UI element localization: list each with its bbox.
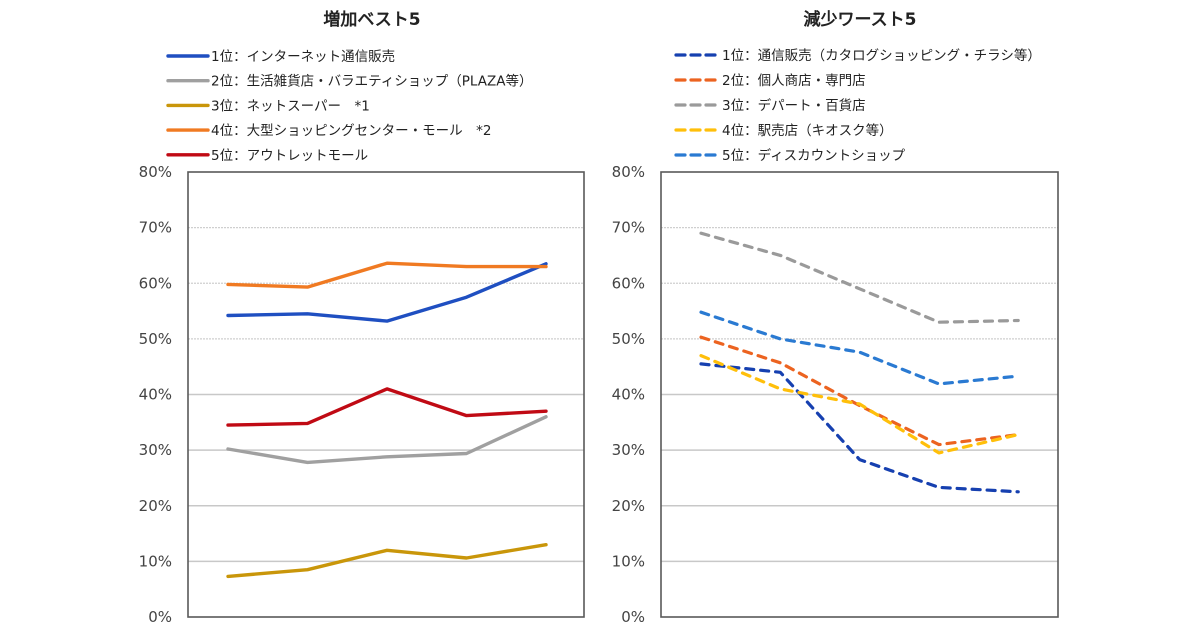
y-tick-label: 30%: [139, 441, 172, 459]
legend-label: 1位：通信販売（カタログショッピング・チラシ等）: [722, 47, 1041, 64]
plot-area-border: [660, 171, 1059, 618]
y-tick-label: 50%: [612, 330, 645, 348]
legend-label: 1位：インターネット通信販売: [211, 49, 395, 65]
y-tick-label: 10%: [612, 552, 645, 570]
series-line-3: [699, 231, 1020, 324]
y-tick-label: 40%: [139, 386, 172, 404]
chart-title: 増加ベスト5: [323, 9, 420, 30]
y-tick-label: 40%: [612, 386, 645, 404]
series-line-4: [226, 261, 548, 289]
y-tick-label: 60%: [139, 274, 172, 292]
series-line-5: [226, 387, 548, 427]
y-tick-label: 50%: [139, 330, 172, 348]
chart-2: 減少ワースト5 0% 10% 20% 30% 40% 50% 60% 70% 80% 1位：通信販売…: [612, 9, 1059, 626]
y-tick-label: 0%: [621, 608, 645, 626]
series-line-3: [226, 543, 548, 579]
y-tick-label: 70%: [612, 219, 645, 237]
series-line-2: [226, 415, 548, 465]
y-tick-label: 70%: [139, 219, 172, 237]
series-line-4: [699, 354, 1020, 455]
y-tick-label: 80%: [139, 163, 172, 181]
series-line-1: [226, 262, 548, 323]
plot-area-border: [187, 171, 585, 618]
legend-label: 4位：大型ショッピングセンター・モール *2: [211, 123, 491, 139]
legend-label: 2位：生活雑貨店・バラエティショップ（PLAZA等）: [211, 73, 532, 90]
chart-1: 増加ベスト5 0% 10% 20% 30% 40% 50% 60% 70% 80% 1位：インターネ…: [139, 9, 585, 626]
y-tick-label: 20%: [139, 497, 172, 515]
series-line-1: [699, 362, 1020, 494]
y-tick-label: 80%: [612, 163, 645, 181]
y-tick-label: 60%: [612, 274, 645, 292]
y-tick-label: 30%: [612, 441, 645, 459]
legend-label: 5位：ディスカウントショップ: [722, 147, 906, 164]
legend-label: 3位：ネットスーパー *1: [211, 98, 370, 114]
chart-title: 減少ワースト5: [804, 9, 917, 30]
legend-label: 2位：個人商店・専門店: [722, 73, 866, 89]
y-tick-label: 10%: [139, 552, 172, 570]
series-line-5: [699, 310, 1020, 386]
y-tick-label: 0%: [148, 608, 172, 626]
legend-label: 5位：アウトレットモール: [211, 148, 368, 164]
legend-label: 4位：駅売店（キオスク等）: [722, 122, 893, 139]
legend-label: 3位：デパート・百貨店: [722, 97, 866, 114]
y-tick-label: 20%: [612, 497, 645, 515]
